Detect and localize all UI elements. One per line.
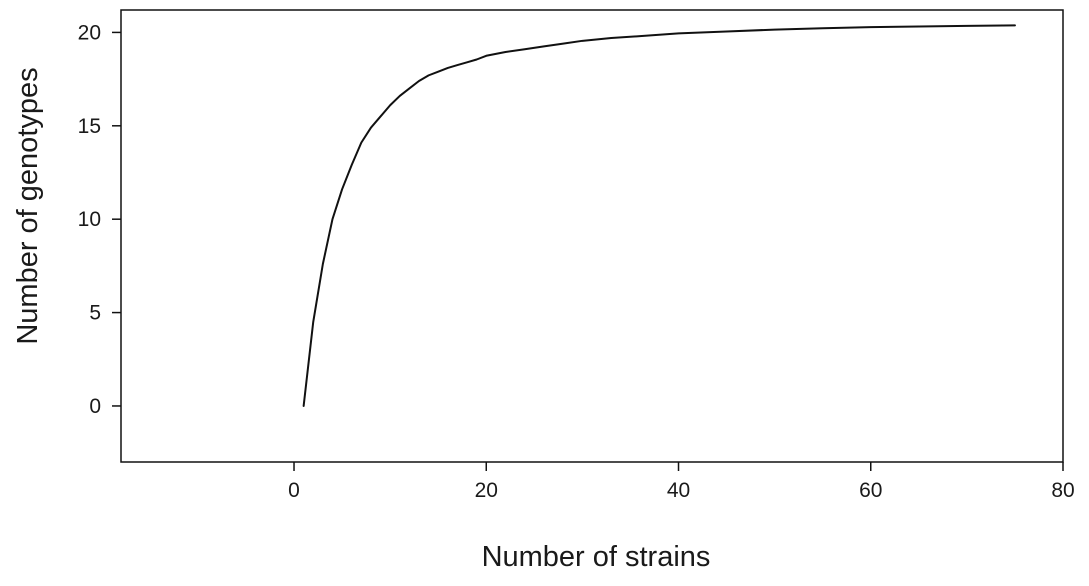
x-tick-label: 0 xyxy=(288,479,300,502)
x-axis-ticks: 0 20 40 60 80 xyxy=(288,462,1075,502)
plot-frame xyxy=(120,9,1064,463)
x-tick-label: 40 xyxy=(667,479,690,502)
x-tick-label: 80 xyxy=(1051,479,1074,502)
y-tick-label: 10 xyxy=(78,208,101,231)
x-tick-label: 20 xyxy=(475,479,498,502)
x-axis-label: Number of strains xyxy=(482,541,711,573)
y-axis-label: Number of genotypes xyxy=(12,67,44,344)
y-axis-ticks: 0 5 10 15 20 xyxy=(78,21,121,418)
y-tick-label: 5 xyxy=(89,302,101,325)
y-tick-label: 0 xyxy=(89,395,101,418)
series-layer xyxy=(302,24,1016,407)
y-tick-label: 15 xyxy=(78,115,101,138)
series-line xyxy=(302,24,1016,407)
y-tick-label: 20 xyxy=(78,21,101,44)
x-tick-label: 60 xyxy=(859,479,882,502)
